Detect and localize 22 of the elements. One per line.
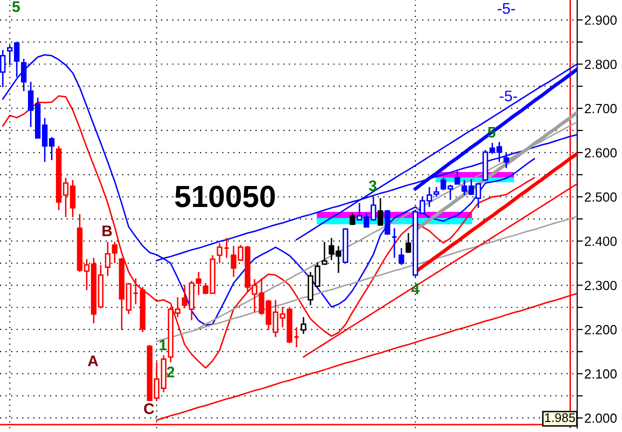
annotation: 5 (12, 1, 20, 12)
y-tick-label: 2.600 (584, 148, 617, 158)
annotation: -5- (500, 90, 518, 102)
annotation: C (144, 403, 154, 414)
y-tick-label: 2.400 (584, 236, 617, 246)
y-tick-label: 2.800 (584, 60, 617, 70)
annotation: 2 (166, 366, 174, 378)
y-tick-label: 2.200 (584, 325, 617, 334)
y-tick-label: 2.500 (584, 192, 617, 202)
annotation: B (102, 226, 112, 236)
y-tick-label: 2.100 (584, 369, 617, 379)
annotation: A (88, 356, 98, 366)
annotation: 4 (411, 284, 420, 294)
y-tick-label: 2.700 (584, 104, 617, 114)
annotation: 3 (368, 180, 376, 192)
annotation: -5- (498, 3, 515, 14)
y-tick-label: 2.000 (584, 414, 617, 423)
text: 510050 (175, 186, 275, 208)
y-tick-label: 2.900 (584, 15, 617, 25)
annotation: 1 (160, 340, 167, 350)
ref-line-label: 1.985 (545, 413, 575, 422)
y-tick-label: 2.300 (584, 280, 617, 290)
